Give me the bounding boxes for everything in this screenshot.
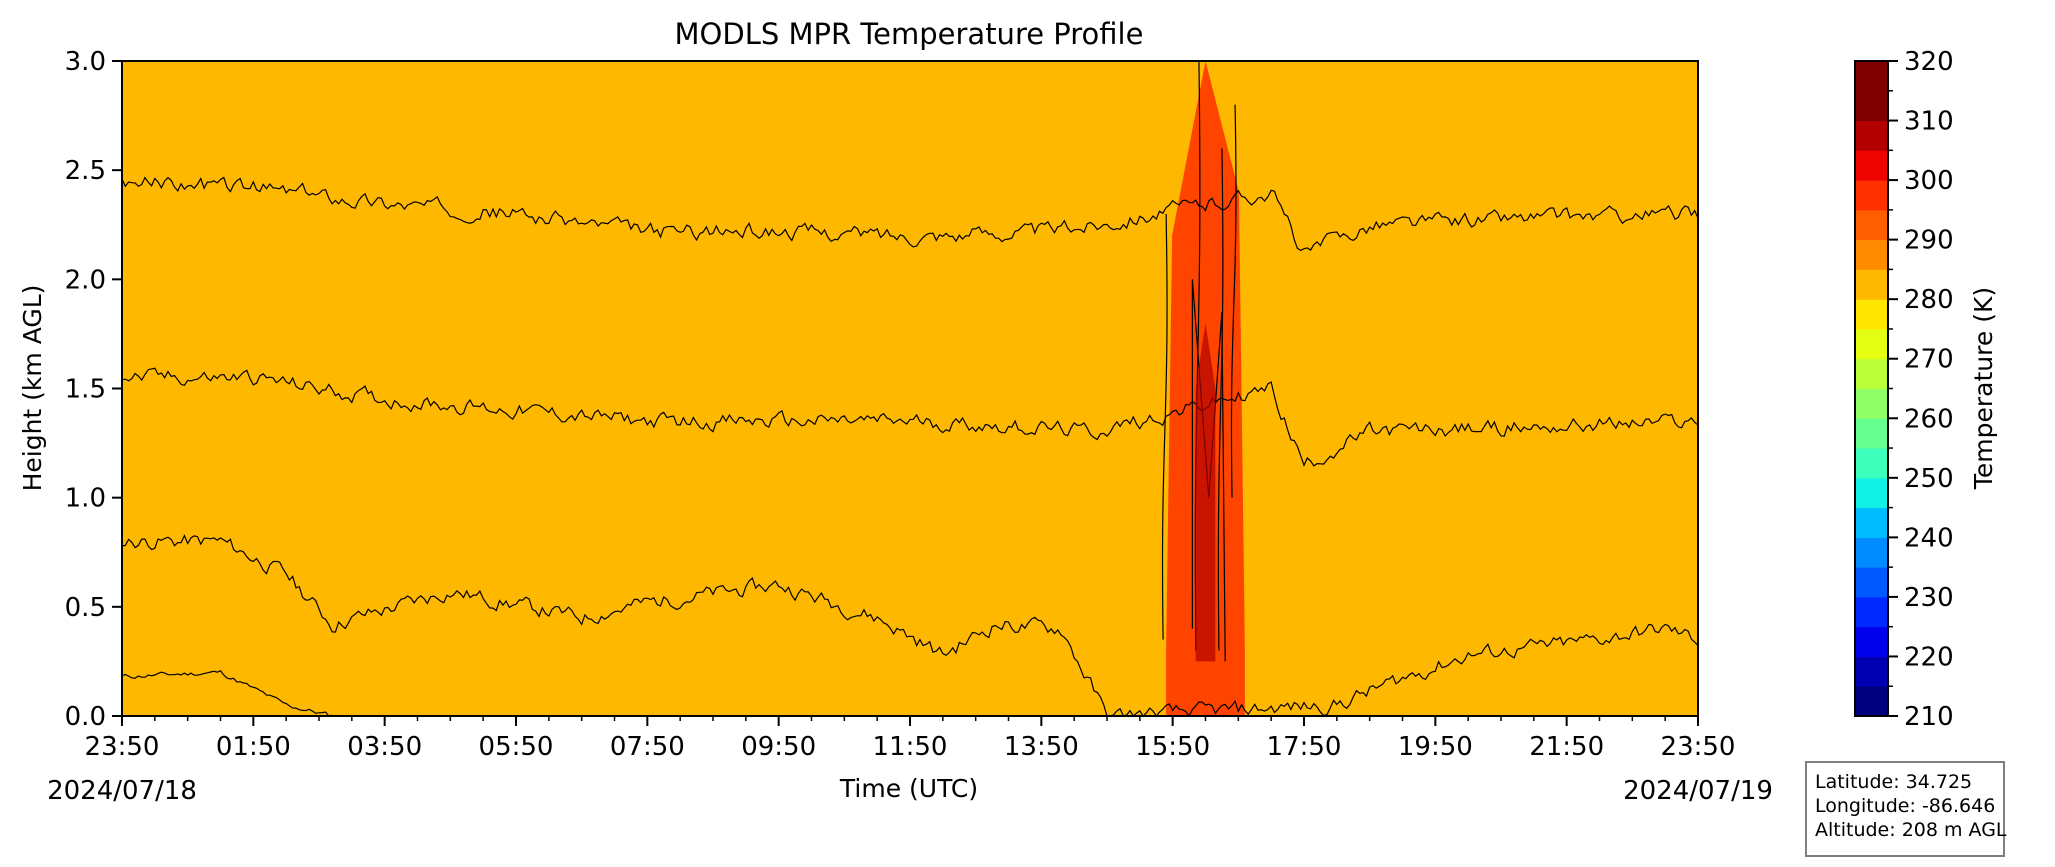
x-tick-label: 07:50 — [610, 732, 685, 762]
colorbar-segment — [1855, 61, 1888, 92]
colorbar-segment — [1855, 448, 1888, 479]
colorbar-segment — [1855, 418, 1888, 449]
plot-area — [121, 60, 1699, 718]
x-tick-label: 19:50 — [1398, 732, 1473, 762]
y-tick-label: 1.0 — [65, 484, 106, 514]
colorbar-tick-label: 300 — [1904, 166, 1954, 196]
x-tick-label: 11:50 — [873, 732, 948, 762]
colorbar-segment — [1855, 180, 1888, 211]
colorbar-tick-label: 310 — [1904, 107, 1954, 137]
y-tick-label: 2.0 — [65, 265, 106, 295]
colorbar-segment — [1855, 209, 1888, 241]
y-tick-label: 3.0 — [65, 47, 106, 77]
colorbar-tick-label: 270 — [1904, 345, 1954, 375]
altitude-text: Altitude: 208 m AGL — [1815, 819, 2007, 841]
colorbar-segment — [1855, 358, 1888, 389]
colorbar-segment — [1855, 626, 1888, 657]
colorbar-segment — [1855, 269, 1888, 300]
colorbar-segment — [1855, 567, 1888, 598]
y-tick-label: 0.0 — [65, 702, 106, 732]
plume-contour-3 — [1230, 104, 1237, 498]
colorbar-tick-label: 220 — [1904, 642, 1954, 672]
colorbar-segment — [1855, 239, 1888, 270]
colorbar-segment — [1855, 507, 1888, 538]
colorbar-segment — [1855, 596, 1888, 628]
colorbar-segment — [1855, 299, 1888, 330]
x-axis-label: Time (UTC) — [839, 774, 978, 803]
colorbar-segment — [1855, 120, 1888, 151]
x-tick-label: 23:50 — [1661, 732, 1736, 762]
warm-core — [1195, 323, 1216, 662]
colorbar-segment — [1855, 477, 1888, 509]
temperature-band-280-285 — [122, 61, 1698, 716]
contour-290K — [121, 367, 1699, 467]
start-date-label: 2024/07/18 — [47, 776, 197, 806]
colorbar-segment — [1855, 328, 1888, 360]
colorbar-tick-label: 260 — [1904, 404, 1954, 434]
colorbar-tick-label: 240 — [1904, 523, 1954, 553]
x-tick-label: 21:50 — [1529, 732, 1604, 762]
colorbar-segment — [1855, 90, 1888, 122]
contour-300K — [121, 669, 333, 717]
chart-title: MODLS MPR Temperature Profile — [675, 17, 1144, 51]
colorbar-tick-label: 250 — [1904, 464, 1954, 494]
x-tick-label: 09:50 — [741, 732, 816, 762]
plume-contour-0 — [1161, 213, 1168, 640]
y-tick-label: 0.5 — [65, 593, 106, 623]
y-axis-label: Height (km AGL) — [18, 285, 47, 492]
contour-lines — [121, 60, 1699, 718]
colorbar-segment — [1855, 656, 1888, 687]
colorbar-segment — [1855, 686, 1888, 717]
x-axis: 23:50 01:50 03:50 05:50 07:50 09:50 11:50 13:50… — [85, 716, 1736, 762]
y-tick-label: 2.5 — [65, 156, 106, 186]
colorbar: 210 220 230 240 250 260 270 280 290 300 310 320 — [1854, 47, 1954, 732]
plume-contour-2 — [1217, 148, 1224, 651]
colorbar-tick-label: 230 — [1904, 583, 1954, 613]
x-tick-label: 23:50 — [85, 732, 160, 762]
colorbar-tick-label: 290 — [1904, 226, 1954, 256]
y-axis: 0.0 0.5 1.0 1.5 2.0 2.5 3.0 — [65, 47, 122, 732]
colorbar-tick-label: 280 — [1904, 285, 1954, 315]
latitude-text: Latitude: 34.725 — [1815, 771, 1973, 793]
colorbar-tick-label: 320 — [1904, 47, 1954, 77]
colorbar-tick-label: 210 — [1904, 702, 1954, 732]
colorbar-label: Temperature (K) — [1969, 287, 1998, 490]
x-tick-label: 15:50 — [1135, 732, 1210, 762]
contour-295K — [121, 534, 1699, 718]
x-tick-label: 05:50 — [479, 732, 554, 762]
colorbar-segment — [1855, 388, 1888, 419]
longitude-text: Longitude: -86.646 — [1815, 795, 1996, 817]
x-tick-label: 03:50 — [347, 732, 422, 762]
contour-285K — [121, 176, 1699, 252]
x-tick-label: 17:50 — [1267, 732, 1342, 762]
colorbar-segment — [1855, 537, 1888, 568]
location-info-box: Latitude: 34.725 Longitude: -86.646 Alti… — [1805, 761, 2007, 857]
x-tick-label: 01:50 — [216, 732, 291, 762]
x-tick-label: 13:50 — [1004, 732, 1079, 762]
end-date-label: 2024/07/19 — [1623, 776, 1773, 806]
colorbar-segment — [1855, 150, 1888, 181]
y-tick-label: 1.5 — [65, 375, 106, 405]
